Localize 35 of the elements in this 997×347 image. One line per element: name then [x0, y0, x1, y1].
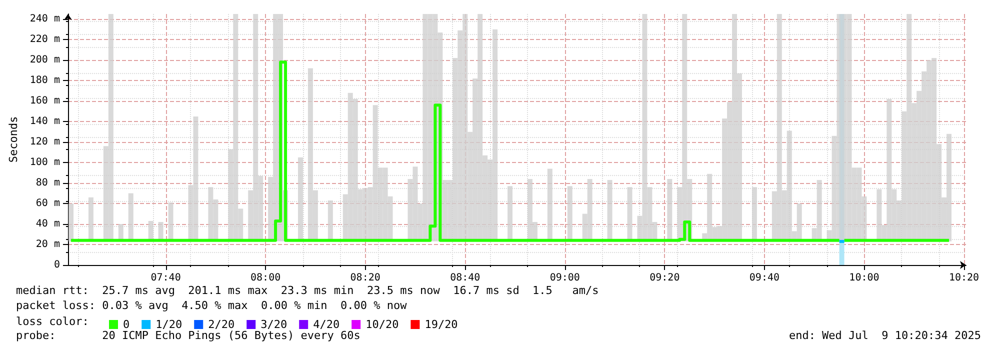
text: median rtt: 25.7 ms avg 201.1 ms max 23.3 ms min 23.5 ms now 16.7 ms sd 1.5 am/s [16, 284, 599, 297]
x-tick-label: 09:00 [550, 272, 580, 284]
legend-label: 0 [123, 318, 130, 331]
y-tick-label: 80 m [36, 178, 60, 189]
y-tick-label: 140 m [30, 116, 60, 128]
x-tick-label: 09:40 [749, 272, 780, 284]
legend-label: 2/20 [208, 318, 235, 331]
y-tick-label: 0 [54, 260, 60, 270]
legend-label: 10/20 [366, 318, 399, 331]
text: probe: 20 ICMP Echo Pings (56 Bytes) every 60s [16, 329, 360, 342]
x-tick-label: 09:20 [650, 272, 680, 284]
x-tick-label: 10:00 [849, 272, 880, 284]
legend-label: 4/20 [313, 318, 340, 331]
x-tick-label: 08:00 [250, 272, 281, 284]
legend-label: 1/20 [156, 318, 182, 331]
y-tick-label: 60 m [36, 198, 60, 210]
legend-label: 19/20 [424, 318, 458, 331]
y-axis-title: Seconds [7, 116, 20, 163]
text: packet loss: 0.03 % avg 4.50 % max 0.00 % min 0.00 % now [16, 299, 408, 312]
x-tick-label: 07:40 [150, 272, 181, 284]
y-tick-label: 220 m [30, 34, 60, 46]
y-tick-label: 40 m [36, 218, 60, 230]
y-tick-label: 180 m [30, 75, 60, 86]
y-tick-label: 100 m [30, 157, 60, 168]
x-tick-label: 10:20 [948, 272, 980, 284]
text: end: Wed Jul 9 10:20:34 2025 [788, 329, 982, 342]
y-tick-label: 20 m [36, 239, 60, 250]
y-tick-label: 120 m [30, 136, 60, 148]
y-tick-label: 160 m [30, 96, 60, 107]
y-tick-label: 240 m [30, 14, 60, 25]
x-tick-label: 08:40 [450, 272, 480, 284]
legend-title: loss color: [16, 315, 89, 328]
legend-label: 3/20 [260, 318, 288, 331]
y-tick-label: 200 m [30, 54, 60, 66]
x-tick-label: 08:20 [350, 272, 380, 284]
